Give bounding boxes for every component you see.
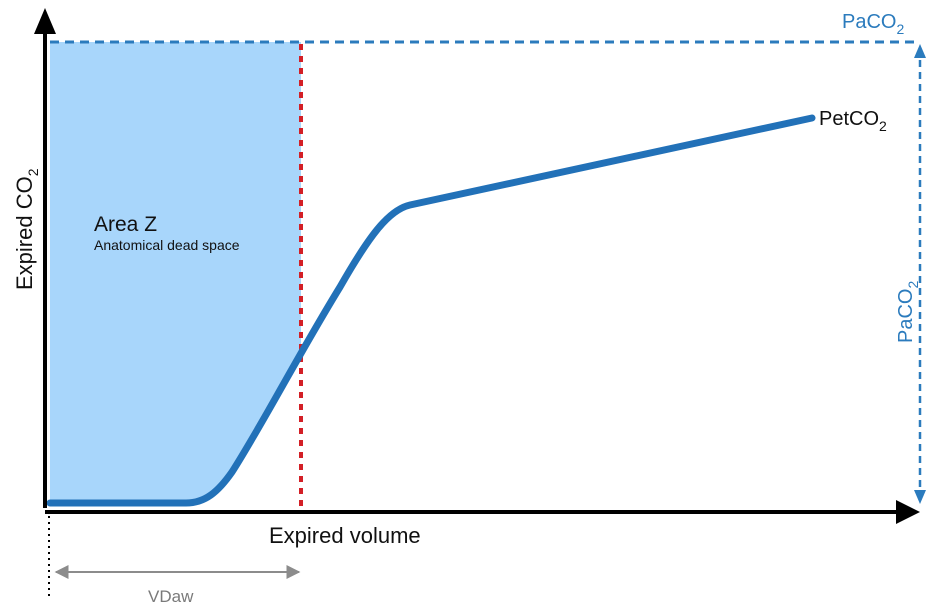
x-axis-label: Expired volume	[269, 523, 421, 548]
paco2-top-label: PaCO2	[842, 11, 904, 37]
y-axis-arrowhead	[34, 8, 56, 34]
capnogram-curve	[46, 114, 816, 507]
dead-space-area	[50, 42, 301, 503]
area-subtitle: Anatomical dead space	[94, 237, 240, 253]
area-title: Area Z	[94, 213, 157, 236]
vdaw-label: VDaw	[148, 587, 194, 606]
x-axis-arrowhead	[896, 500, 920, 524]
petco2-label: PetCO2	[819, 108, 887, 134]
y-axis-label: Expired CO2	[12, 168, 41, 290]
paco2-side-label: PaCO2	[895, 281, 921, 343]
paco2-span-bottom-arrow	[914, 490, 926, 504]
paco2-span-top-arrow	[914, 44, 926, 58]
